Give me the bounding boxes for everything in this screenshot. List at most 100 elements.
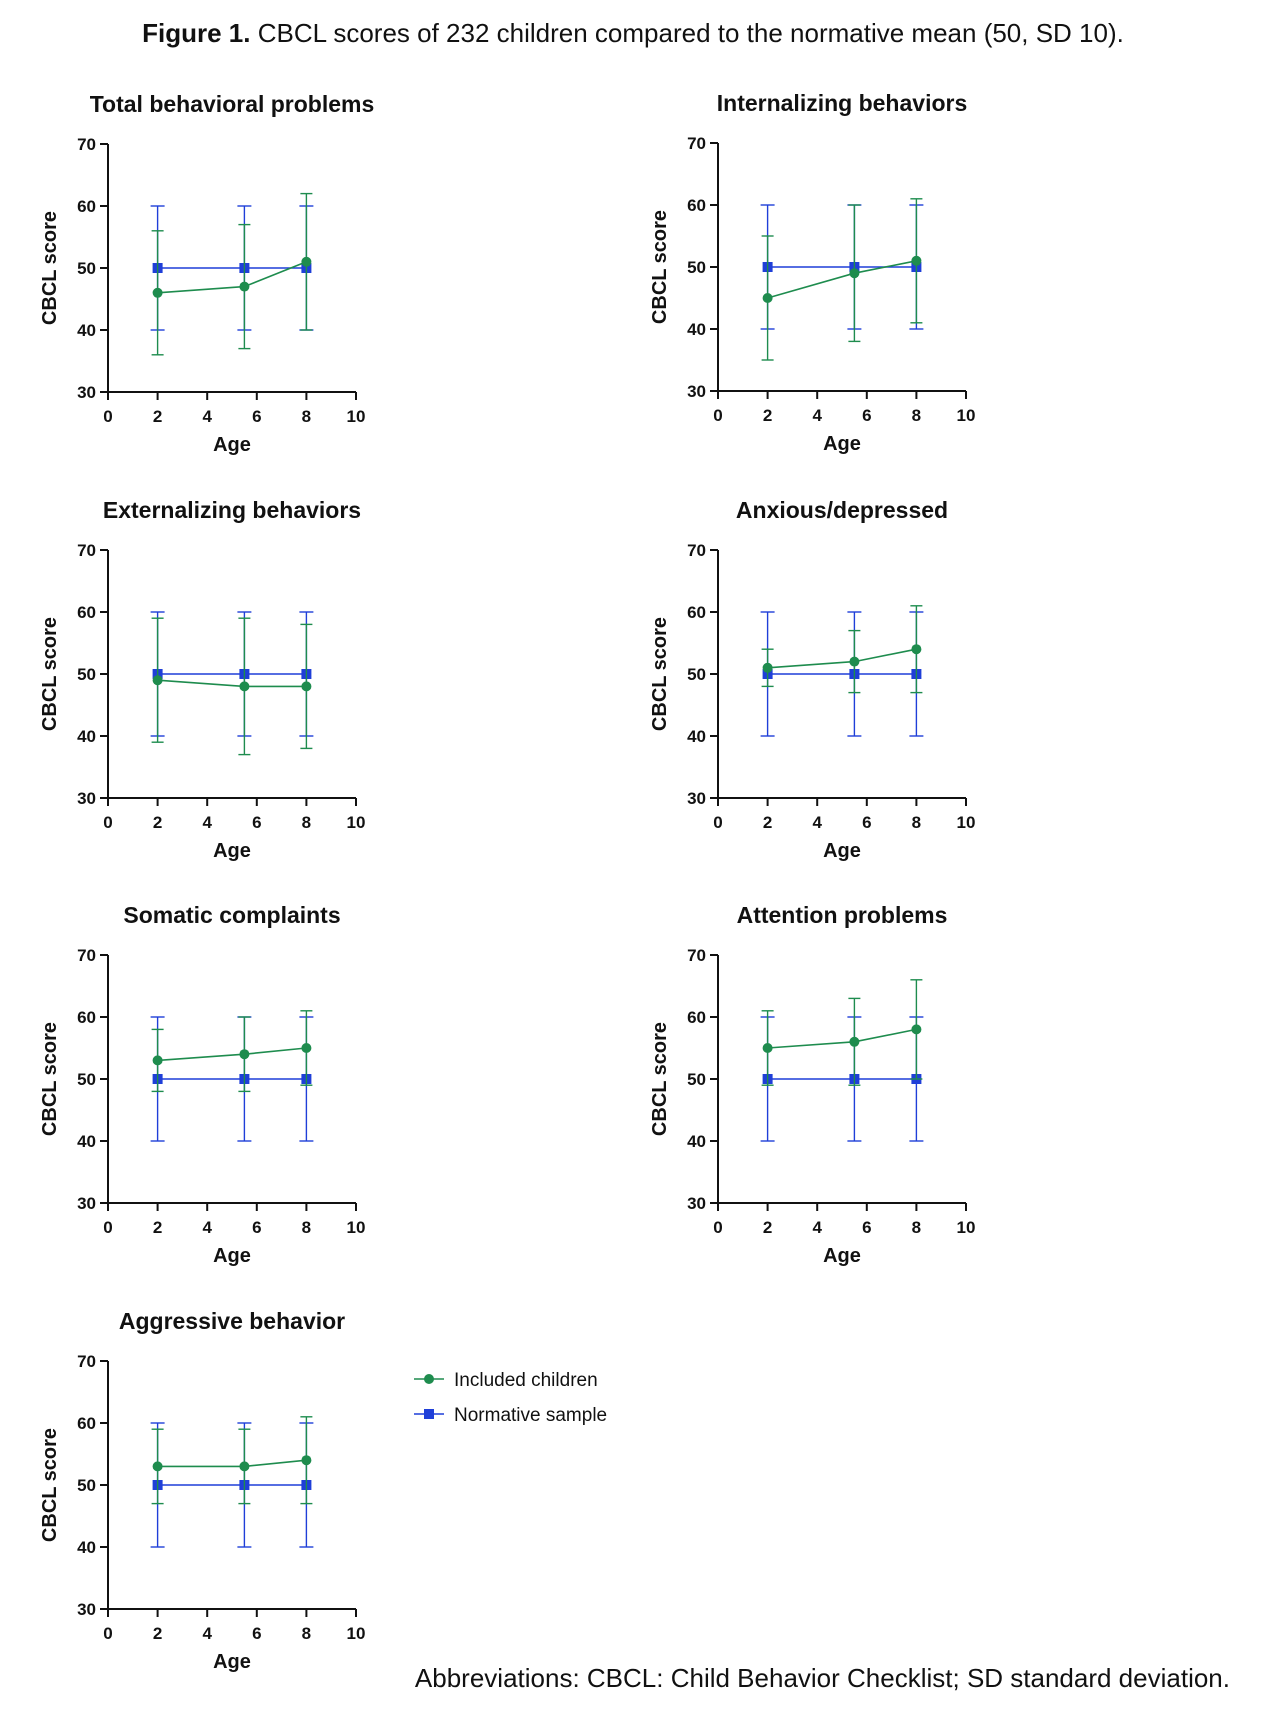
figure-caption-label: Figure 1.	[142, 18, 251, 48]
x-tick-label: 10	[347, 1624, 366, 1643]
x-tick-label: 8	[912, 406, 921, 425]
x-axis-title: Age	[213, 1245, 251, 1267]
x-tick-label: 0	[103, 813, 112, 832]
data-point-circle	[301, 1043, 312, 1053]
figure-caption-text: CBCL scores of 232 children compared to …	[257, 18, 1124, 48]
legend-label: Normative sample	[454, 1405, 607, 1426]
x-tick-label: 6	[252, 1624, 261, 1643]
y-tick-label: 70	[77, 541, 96, 560]
x-tick-label: 6	[862, 813, 871, 832]
y-tick-label: 40	[687, 1132, 706, 1151]
y-tick-label: 40	[687, 320, 706, 339]
y-axis-title: CBCL score	[649, 1022, 671, 1136]
y-axis-title: CBCL score	[649, 210, 671, 324]
y-tick-label: 70	[687, 946, 706, 965]
data-point-circle	[301, 1455, 312, 1466]
legend-item: Normative sample	[414, 1405, 607, 1426]
x-tick-label: 6	[252, 407, 261, 426]
x-tick-label: 8	[302, 407, 311, 426]
data-point-circle	[849, 656, 860, 667]
legend-label: Included children	[454, 1370, 598, 1391]
y-tick-label: 50	[687, 1070, 706, 1089]
y-tick-label: 50	[77, 665, 96, 684]
data-point-circle	[911, 1024, 922, 1035]
x-tick-label: 2	[763, 813, 772, 832]
y-tick-label: 50	[687, 665, 706, 684]
data-point-circle	[762, 662, 773, 673]
series-normative-sample	[760, 204, 924, 330]
x-tick-label: 4	[812, 813, 822, 832]
x-axis-title: Age	[823, 840, 861, 862]
x-tick-label: 8	[912, 1218, 921, 1237]
x-tick-label: 4	[202, 813, 212, 832]
series-line	[767, 648, 917, 669]
x-tick-label: 2	[763, 406, 772, 425]
x-tick-label: 0	[103, 407, 112, 426]
y-tick-label: 40	[687, 727, 706, 746]
x-tick-label: 2	[153, 813, 162, 832]
y-axis-title: CBCL score	[649, 617, 671, 731]
series-included-children	[151, 1416, 313, 1505]
chart-title: Anxious/depressed	[736, 497, 948, 523]
x-tick-label: 2	[763, 1218, 772, 1237]
x-tick-label: 10	[957, 1218, 976, 1237]
series-included-children	[151, 617, 313, 756]
x-axis-title: Age	[213, 434, 251, 456]
y-tick-label: 40	[77, 1132, 96, 1151]
y-tick-label: 70	[687, 541, 706, 560]
y-tick-label: 40	[77, 727, 96, 746]
y-tick-label: 60	[77, 197, 96, 216]
series-normative-sample	[760, 611, 924, 737]
chart-panel: Anxious/depressed 30 40 50 60 70 0 2 4 6 8 10 Age CBC…	[649, 497, 975, 862]
abbreviations-footnote: Abbreviations: CBCL: Child Behavior Chec…	[414, 1663, 1230, 1693]
chart-panel: Aggressive behavior 30 40 50 60 70 0 2 4 6 8 10 Age C…	[39, 1308, 365, 1673]
x-axis-title: Age	[213, 1651, 251, 1673]
series-line	[157, 1459, 307, 1468]
y-tick-label: 50	[77, 259, 96, 278]
x-axis-title: Age	[823, 1245, 861, 1267]
y-tick-label: 30	[687, 789, 706, 808]
x-tick-label: 0	[713, 406, 722, 425]
x-tick-label: 10	[347, 407, 366, 426]
x-axis-title: Age	[213, 840, 251, 862]
y-tick-label: 30	[77, 1194, 96, 1213]
x-tick-label: 8	[302, 1218, 311, 1237]
series-included-children	[761, 979, 923, 1086]
y-tick-label: 60	[687, 196, 706, 215]
legend-item: Included children	[414, 1370, 598, 1391]
x-tick-label: 0	[713, 813, 722, 832]
series-line	[157, 679, 307, 688]
data-point-circle	[911, 255, 922, 266]
y-tick-label: 70	[77, 135, 96, 154]
y-tick-label: 60	[77, 1414, 96, 1433]
chart-panel: Internalizing behaviors 30 40 50 60 70 0 2 4 6 8 10…	[649, 90, 975, 455]
y-axis-title: CBCL score	[39, 211, 61, 325]
y-tick-label: 60	[77, 1008, 96, 1027]
data-point-circle	[301, 681, 312, 692]
x-tick-label: 0	[103, 1218, 112, 1237]
y-tick-label: 70	[77, 1352, 96, 1371]
y-axis-title: CBCL score	[39, 1428, 61, 1542]
data-point-circle	[239, 681, 250, 692]
series-included-children	[761, 605, 923, 694]
y-tick-label: 60	[77, 603, 96, 622]
y-tick-label: 40	[77, 1538, 96, 1557]
data-point-circle	[239, 1049, 250, 1060]
x-axis-title: Age	[823, 433, 861, 455]
series-included-children	[151, 1010, 313, 1093]
y-tick-label: 70	[687, 134, 706, 153]
x-tick-label: 0	[103, 1624, 112, 1643]
x-tick-label: 6	[252, 813, 261, 832]
chart-title: Attention problems	[737, 902, 948, 928]
x-tick-label: 8	[302, 813, 311, 832]
series-normative-sample	[760, 1016, 924, 1142]
data-point-circle	[152, 1055, 163, 1066]
series-line	[157, 261, 307, 294]
x-tick-label: 2	[153, 1624, 162, 1643]
chart-title: Internalizing behaviors	[717, 90, 968, 116]
legend: Included children Normative sample	[414, 1370, 607, 1426]
y-tick-label: 50	[77, 1476, 96, 1495]
data-point-circle	[152, 1461, 163, 1472]
chart-title: Externalizing behaviors	[103, 497, 361, 523]
chart-title: Total behavioral problems	[90, 91, 375, 117]
